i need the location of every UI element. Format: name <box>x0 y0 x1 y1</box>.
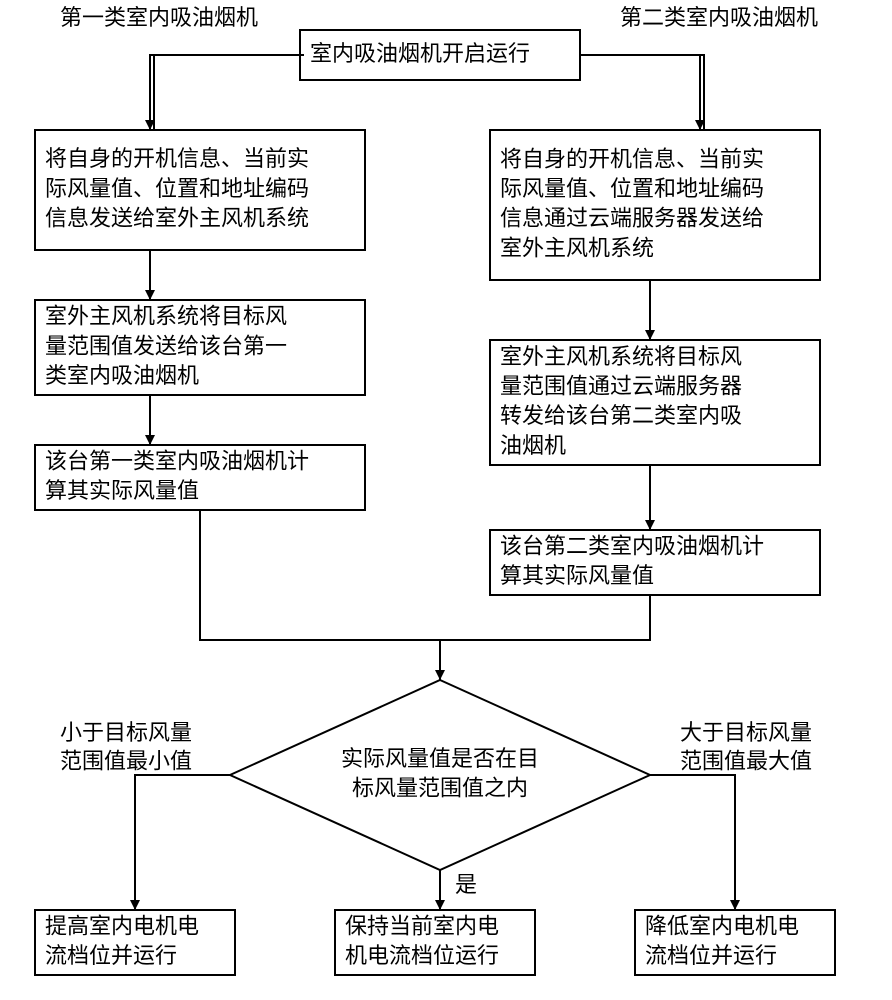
svg-text:室内吸油烟机开启运行: 室内吸油烟机开启运行 <box>310 41 530 66</box>
box-out-mid: 保持当前室内电机电流档位运行 <box>335 910 535 975</box>
svg-text:室外主风机系统将目标风: 室外主风机系统将目标风 <box>45 304 287 329</box>
svg-text:保持当前室内电: 保持当前室内电 <box>345 913 499 938</box>
svg-text:小于目标风量: 小于目标风量 <box>60 720 192 745</box>
svg-text:油烟机: 油烟机 <box>500 433 566 458</box>
svg-text:提高室内电机电: 提高室内电机电 <box>45 913 199 938</box>
svg-text:室外主风机系统将目标风: 室外主风机系统将目标风 <box>500 344 742 369</box>
svg-text:际风量值、位置和地址编码: 际风量值、位置和地址编码 <box>45 176 309 201</box>
svg-text:际风量值、位置和地址编码: 际风量值、位置和地址编码 <box>500 176 764 201</box>
svg-text:第一类室内吸油烟机: 第一类室内吸油烟机 <box>60 5 258 30</box>
box-l2: 室外主风机系统将目标风量范围值发送给该台第一类室内吸油烟机 <box>35 300 365 395</box>
svg-text:流档位并运行: 流档位并运行 <box>45 943 177 968</box>
svg-text:流档位并运行: 流档位并运行 <box>645 943 777 968</box>
svg-text:范围值最大值: 范围值最大值 <box>680 749 812 774</box>
svg-text:室外主风机系统: 室外主风机系统 <box>500 235 654 260</box>
box-r1: 将自身的开机信息、当前实际风量值、位置和地址编码信息通过云端服务器发送给室外主风… <box>490 130 820 280</box>
box-out-right: 降低室内电机电流档位并运行 <box>635 910 835 975</box>
svg-text:范围值最小值: 范围值最小值 <box>60 749 192 774</box>
svg-text:算其实际风量值: 算其实际风量值 <box>45 478 199 503</box>
svg-text:将自身的开机信息、当前实: 将自身的开机信息、当前实 <box>45 146 309 171</box>
box-l1: 将自身的开机信息、当前实际风量值、位置和地址编码信息发送给室外主风机系统 <box>35 130 365 250</box>
svg-text:该台第二类室内吸油烟机计: 该台第二类室内吸油烟机计 <box>500 533 764 558</box>
decision: 实际风量值是否在目标风量范围值之内 <box>230 680 650 870</box>
svg-text:信息发送给室外主风机系统: 信息发送给室外主风机系统 <box>45 206 309 231</box>
box-r3: 该台第二类室内吸油烟机计算其实际风量值 <box>490 530 820 595</box>
svg-text:标风量范围值之内: 标风量范围值之内 <box>352 776 528 801</box>
svg-text:量范围值发送给该台第一: 量范围值发送给该台第一 <box>45 333 287 358</box>
svg-text:实际风量值是否在目: 实际风量值是否在目 <box>341 746 539 771</box>
svg-text:是: 是 <box>455 872 477 897</box>
box-l3: 该台第一类室内吸油烟机计算其实际风量值 <box>35 445 365 510</box>
svg-text:降低室内电机电: 降低室内电机电 <box>645 913 799 938</box>
box-out-left: 提高室内电机电流档位并运行 <box>35 910 235 975</box>
svg-text:该台第一类室内吸油烟机计: 该台第一类室内吸油烟机计 <box>45 448 309 473</box>
svg-text:大于目标风量: 大于目标风量 <box>680 720 812 745</box>
svg-text:将自身的开机信息、当前实: 将自身的开机信息、当前实 <box>500 146 764 171</box>
box-r2: 室外主风机系统将目标风量范围值通过云端服务器转发给该台第二类室内吸油烟机 <box>490 340 820 465</box>
svg-text:转发给该台第二类室内吸: 转发给该台第二类室内吸 <box>500 403 742 428</box>
svg-text:类室内吸油烟机: 类室内吸油烟机 <box>45 363 199 388</box>
box-top: 室内吸油烟机开启运行 <box>300 30 580 80</box>
svg-text:信息通过云端服务器发送给: 信息通过云端服务器发送给 <box>500 206 764 231</box>
svg-text:算其实际风量值: 算其实际风量值 <box>500 563 654 588</box>
svg-text:机电流档位运行: 机电流档位运行 <box>345 943 499 968</box>
svg-text:第二类室内吸油烟机: 第二类室内吸油烟机 <box>620 5 818 30</box>
svg-text:量范围值通过云端服务器: 量范围值通过云端服务器 <box>500 373 742 398</box>
